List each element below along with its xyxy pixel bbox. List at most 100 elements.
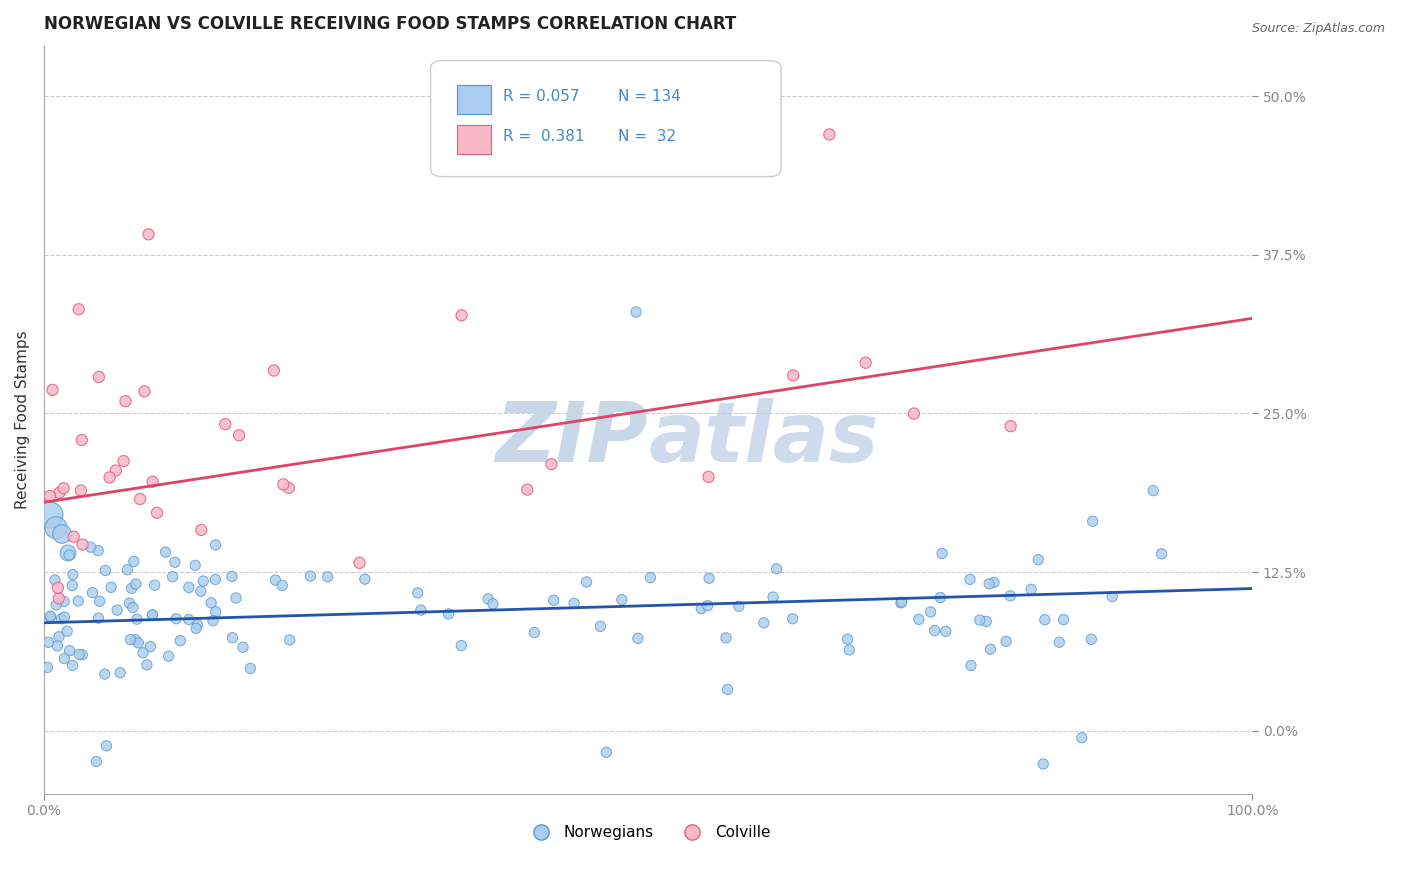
Point: [45, 521, 67, 535]
Point: [1033, 613, 1056, 627]
Point: [37, 660, 59, 674]
Point: [225, 591, 247, 605]
Point: [1032, 756, 1054, 771]
Point: [890, 596, 912, 610]
Point: [125, 577, 148, 591]
Point: [120, 632, 142, 647]
Y-axis label: Receiving Food Stamps: Receiving Food Stamps: [15, 331, 30, 509]
Point: [1150, 547, 1173, 561]
Point: [838, 643, 860, 657]
Point: [920, 605, 942, 619]
Point: [93, 667, 115, 681]
Point: [37, 635, 59, 649]
Point: [855, 356, 877, 370]
Point: [45, 598, 67, 612]
Point: [697, 571, 720, 585]
FancyBboxPatch shape: [430, 61, 782, 177]
Point: [979, 642, 1001, 657]
Point: [125, 612, 148, 626]
Point: [98, 470, 121, 484]
Text: atlas: atlas: [648, 399, 879, 479]
Point: [67, 648, 90, 662]
Point: [221, 631, 243, 645]
Point: [121, 582, 143, 596]
Point: [575, 574, 598, 589]
Point: [87, 611, 110, 625]
Point: [89, 594, 111, 608]
Point: [177, 581, 200, 595]
Point: [190, 584, 212, 599]
Point: [690, 601, 713, 615]
Point: [1047, 635, 1070, 649]
Point: [122, 600, 145, 615]
Point: [134, 384, 156, 399]
Point: [627, 632, 650, 646]
Point: [177, 613, 200, 627]
Point: [41, 383, 63, 397]
Point: [132, 646, 155, 660]
Point: [70, 433, 93, 447]
Text: N = 134: N = 134: [617, 89, 681, 104]
Point: [200, 596, 222, 610]
Point: [979, 577, 1001, 591]
Point: [228, 428, 250, 442]
Point: [1070, 731, 1092, 745]
Point: [169, 633, 191, 648]
Point: [409, 603, 432, 617]
Point: [924, 624, 946, 638]
Point: [202, 614, 225, 628]
Text: N =  32: N = 32: [617, 129, 676, 145]
Point: [1000, 589, 1022, 603]
Point: [1026, 552, 1049, 566]
Point: [59, 643, 82, 657]
Point: [727, 599, 749, 614]
Point: [450, 639, 472, 653]
Point: [1080, 632, 1102, 647]
Point: [610, 592, 633, 607]
Point: [48, 591, 70, 606]
Point: [138, 227, 160, 242]
Point: [782, 612, 804, 626]
Point: [696, 599, 718, 613]
Point: [48, 630, 70, 644]
Point: [273, 477, 295, 491]
Point: [70, 483, 93, 498]
Point: [349, 556, 371, 570]
Point: [155, 545, 177, 559]
Point: [1019, 582, 1042, 597]
Text: ZIP: ZIP: [495, 399, 648, 479]
Point: [39, 609, 62, 624]
Point: [477, 591, 499, 606]
Point: [46, 581, 69, 595]
Point: [1000, 419, 1022, 434]
Point: [51, 612, 73, 626]
Point: [959, 573, 981, 587]
Point: [995, 634, 1018, 648]
Point: [765, 562, 787, 576]
Point: [516, 483, 538, 497]
Point: [86, 755, 108, 769]
FancyBboxPatch shape: [457, 85, 491, 114]
Text: NORWEGIAN VS COLVILLE RECEIVING FOOD STAMPS CORRELATION CHART: NORWEGIAN VS COLVILLE RECEIVING FOOD STA…: [44, 15, 737, 33]
Point: [53, 651, 76, 665]
Point: [127, 636, 149, 650]
Point: [186, 618, 208, 632]
Point: [94, 564, 117, 578]
Point: [983, 575, 1005, 590]
Point: [112, 454, 135, 468]
Point: [162, 570, 184, 584]
Point: [762, 590, 785, 604]
Point: [184, 558, 207, 573]
Point: [39, 489, 62, 503]
Point: [157, 649, 180, 664]
Point: [53, 610, 76, 624]
Point: [716, 682, 738, 697]
Point: [146, 506, 169, 520]
Point: [114, 394, 136, 409]
Point: [1052, 613, 1074, 627]
Point: [58, 548, 80, 562]
Point: [56, 624, 79, 639]
Text: R =  0.381: R = 0.381: [503, 129, 585, 145]
Point: [640, 571, 662, 585]
Point: [221, 569, 243, 583]
